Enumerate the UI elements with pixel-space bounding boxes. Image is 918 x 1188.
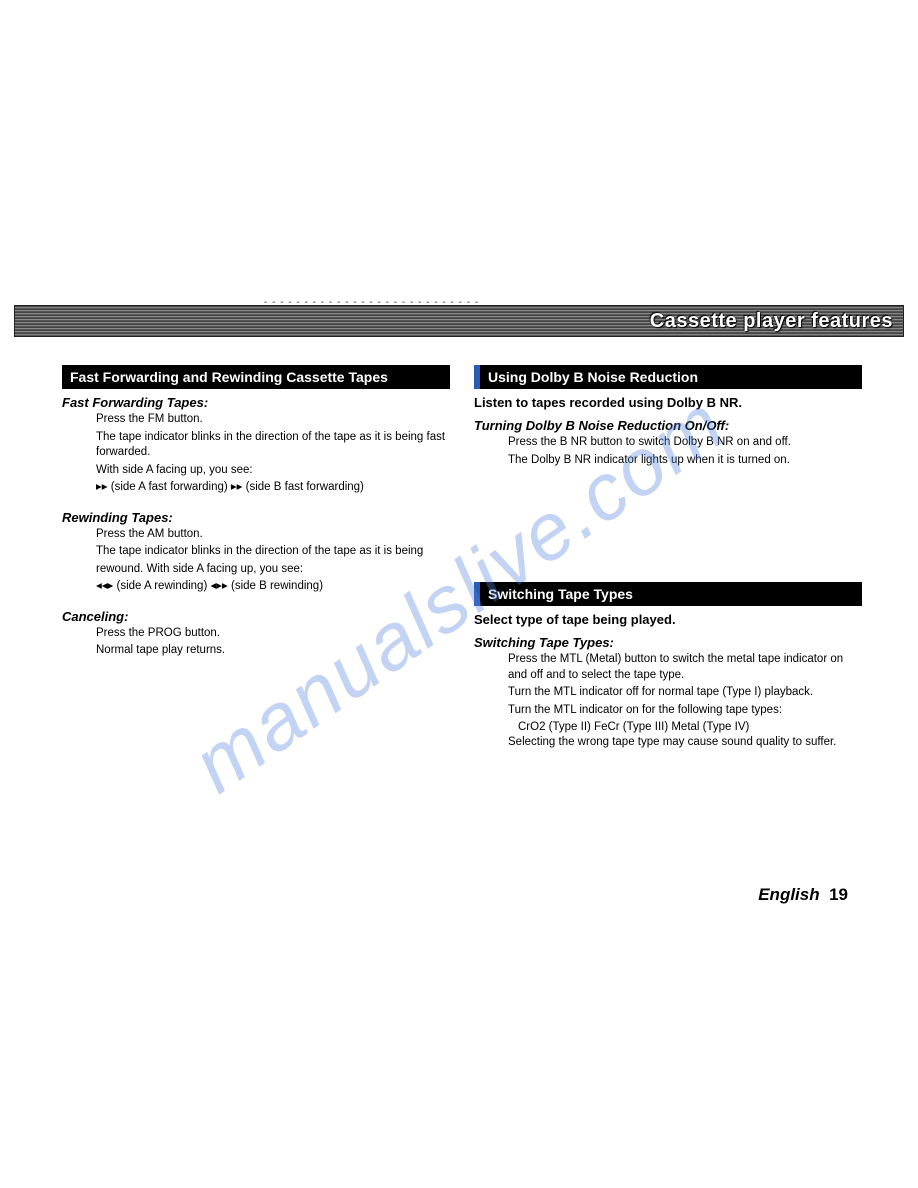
right-column: Using Dolby B Noise Reduction Listen to … (474, 365, 862, 765)
cancel-block: Canceling: Press the PROG button. Normal… (62, 609, 450, 659)
body-text-icons: ◂◂▸ (side A rewinding) ◂▸▸ (side B rewin… (96, 579, 450, 595)
page-header-band: Cassette player features (14, 305, 904, 337)
dolby-onoff-block: Turning Dolby B Noise Reduction On/Off: … (474, 418, 862, 468)
bold-intro-dolby: Listen to tapes recorded using Dolby B N… (474, 395, 862, 410)
body-text: With side A facing up, you see: (96, 463, 450, 479)
sub-heading-ff: Fast Forwarding Tapes: (62, 395, 450, 410)
body-text-indent: CrO2 (Type II) FeCr (Type III) Metal (Ty… (518, 720, 862, 735)
body-text: Normal tape play returns. (96, 643, 450, 659)
rewind-block: Rewinding Tapes: Press the AM button. Th… (62, 510, 450, 595)
footer-page-number: 19 (829, 885, 848, 904)
page-footer: English 19 (758, 885, 848, 905)
sub-heading-tape-types: Switching Tape Types: (474, 635, 862, 650)
body-text: Press the PROG button. (96, 626, 450, 642)
body-text: The Dolby B NR indicator lights up when … (508, 453, 862, 469)
sub-heading-cancel: Canceling: (62, 609, 450, 624)
sub-heading-rewind: Rewinding Tapes: (62, 510, 450, 525)
body-text: The tape indicator blinks in the directi… (96, 544, 450, 560)
page-header-title: Cassette player features (650, 310, 893, 333)
body-text: Selecting the wrong tape type may cause … (508, 735, 862, 751)
section-header-ff-rw: Fast Forwarding and Rewinding Cassette T… (62, 365, 450, 389)
tape-types-block: Switching Tape Types: Press the MTL (Met… (474, 635, 862, 751)
fast-forward-block: Fast Forwarding Tapes: Press the FM butt… (62, 395, 450, 496)
section-header-tape-types: Switching Tape Types (474, 582, 862, 606)
body-text: Press the B NR button to switch Dolby B … (508, 435, 862, 451)
body-text: Press the FM button. (96, 412, 450, 428)
bold-intro-tape: Select type of tape being played. (474, 612, 862, 627)
manual-page: - - - - - - - - - - - - - - - - - - - - … (14, 305, 904, 765)
body-text: rewound. With side A facing up, you see: (96, 562, 450, 578)
two-column-layout: Fast Forwarding and Rewinding Cassette T… (14, 365, 904, 765)
section-header-dolby: Using Dolby B Noise Reduction (474, 365, 862, 389)
body-text: Turn the MTL indicator on for the follow… (508, 703, 862, 719)
footer-language: English (758, 885, 819, 904)
body-text-icons: ▸▸ (side A fast forwarding) ▸▸ (side B f… (96, 480, 450, 496)
body-text: Press the MTL (Metal) button to switch t… (508, 652, 862, 683)
spacer (474, 482, 862, 582)
body-text: Turn the MTL indicator off for normal ta… (508, 685, 862, 701)
body-text: Press the AM button. (96, 527, 450, 543)
body-text: The tape indicator blinks in the directi… (96, 430, 450, 461)
sub-heading-dolby-onoff: Turning Dolby B Noise Reduction On/Off: (474, 418, 862, 433)
left-column: Fast Forwarding and Rewinding Cassette T… (62, 365, 450, 765)
